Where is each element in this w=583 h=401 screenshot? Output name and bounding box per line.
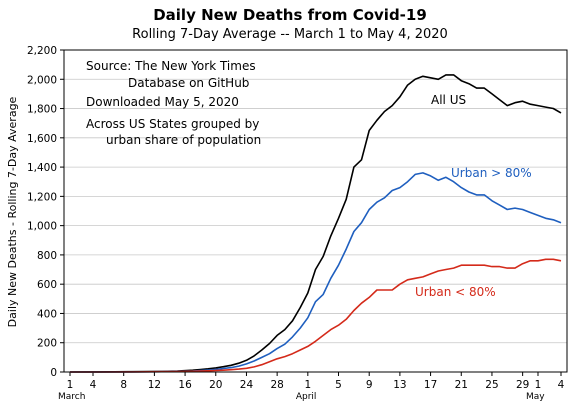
x-month-label: April (296, 392, 317, 401)
y-tick-label: 1,400 (27, 162, 57, 174)
series-line-1 (70, 172, 562, 373)
x-tick-label: 4 (558, 379, 565, 391)
y-tick-label: 2,000 (27, 74, 57, 86)
chart-title: Daily New Deaths from Covid-19 (153, 6, 427, 24)
x-month-label: March (58, 392, 85, 401)
y-tick-label: 1,800 (27, 104, 57, 116)
note-downloaded: Downloaded May 5, 2020 (86, 95, 239, 109)
y-axis-label: Daily New Deaths - Rolling 7-Day Average (6, 96, 19, 327)
series-lines (69, 74, 562, 373)
y-tick-label: 2,200 (27, 45, 57, 57)
x-tick-label: 29 (516, 379, 529, 391)
chart-subtitle: Rolling 7-Day Average -- March 1 to May … (132, 27, 448, 42)
x-tick-label: 21 (455, 379, 468, 391)
x-tick-label: 1 (67, 379, 74, 391)
annotation-block: Source: The New York Times Database on G… (86, 59, 261, 147)
note-source: Source: The New York Times (86, 59, 256, 73)
y-tick-label: 1,000 (27, 221, 57, 233)
x-month-label: May (526, 392, 545, 401)
plot-frame (63, 49, 568, 373)
y-tick-label: 0 (50, 367, 57, 379)
x-tick-label: 9 (366, 379, 373, 391)
x-tick-label: 12 (148, 379, 161, 391)
x-tick-label: 16 (178, 379, 192, 391)
x-tick-label: 25 (485, 379, 498, 391)
x-tick-label: 24 (240, 379, 254, 391)
series-label-urban-low: Urban < 80% (415, 285, 496, 299)
series-line-2 (70, 258, 562, 373)
y-tick-label: 400 (37, 308, 57, 320)
y-tick-label: 1,600 (27, 133, 57, 145)
gridlines (64, 78, 567, 344)
series-label-urban-high: Urban > 80% (451, 166, 532, 180)
x-tick-label: 28 (270, 379, 283, 391)
note-grouping: Across US States grouped by (86, 117, 259, 131)
x-tick-label: 20 (209, 379, 222, 391)
x-tick-label: 1 (304, 379, 311, 391)
series-label-all-us: All US (431, 93, 466, 107)
y-axis-ticks: 0 200 400 600 800 1,000 1,200 1,400 1,600 1,800 2,… (27, 45, 64, 379)
x-tick-label: 1 (535, 379, 542, 391)
y-tick-label: 200 (37, 338, 57, 350)
note-urban-share: urban share of population (106, 133, 261, 147)
x-tick-label: 5 (335, 379, 342, 391)
series-line-0 (69, 74, 562, 373)
y-tick-label: 600 (37, 279, 57, 291)
y-tick-label: 1,200 (27, 191, 57, 203)
x-tick-label: 4 (90, 379, 97, 391)
x-tick-label: 17 (424, 379, 437, 391)
x-axis-ticks: 1 4 8 12 16 20 24 28 1 5 9 13 17 21 25 29 1 4 March April Ma… (58, 372, 565, 401)
note-database: Database on GitHub (128, 76, 249, 90)
x-tick-label: 13 (393, 379, 406, 391)
y-tick-label: 800 (37, 250, 57, 262)
x-tick-label: 8 (120, 379, 127, 391)
